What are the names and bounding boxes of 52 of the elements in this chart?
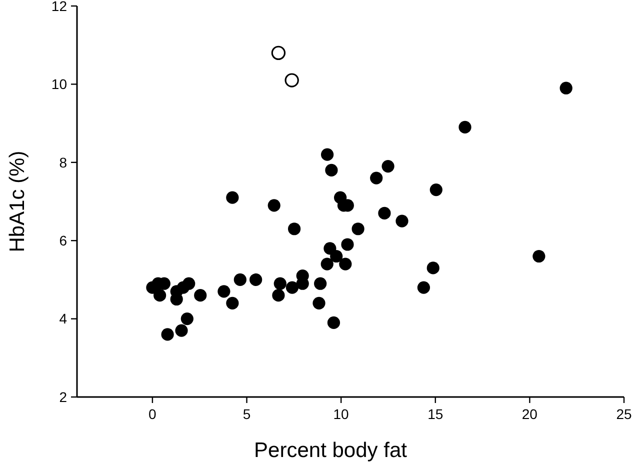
point — [218, 285, 230, 298]
point — [234, 273, 246, 286]
point — [268, 199, 280, 212]
point — [154, 289, 166, 302]
point — [314, 277, 327, 290]
point — [378, 206, 391, 220]
point — [288, 222, 301, 236]
point — [175, 324, 188, 337]
point — [272, 289, 285, 302]
x-tick-label: 20 — [522, 406, 538, 422]
x-tick-label: 5 — [242, 406, 251, 422]
point — [339, 258, 352, 270]
point — [321, 148, 334, 161]
x-axis-title: Percent body fat — [254, 439, 408, 462]
y-tick-label: 8 — [59, 154, 68, 170]
point — [341, 238, 354, 251]
x-tick-label: 0 — [148, 406, 157, 422]
point — [370, 172, 383, 184]
point — [271, 46, 286, 60]
point — [286, 281, 299, 294]
point — [226, 191, 239, 204]
point — [352, 222, 364, 236]
point — [180, 312, 194, 326]
y-tick-label: 4 — [59, 310, 68, 327]
x-tick-label: 10 — [333, 406, 350, 422]
point — [430, 183, 442, 196]
point — [161, 328, 174, 341]
point — [226, 296, 239, 310]
point — [194, 289, 207, 302]
point — [312, 296, 326, 310]
x-tick-label: 15 — [428, 406, 444, 422]
point — [284, 73, 299, 88]
point — [458, 120, 472, 134]
y-tick-label: 12 — [51, 0, 68, 14]
point — [330, 250, 343, 263]
point — [382, 160, 394, 173]
point — [320, 258, 334, 270]
x-tick-label: 25 — [616, 406, 632, 422]
y-tick-label: 2 — [59, 388, 68, 405]
point — [325, 164, 338, 177]
y-tick-label: 6 — [59, 232, 68, 248]
point — [250, 273, 262, 286]
point — [426, 262, 440, 274]
point — [396, 214, 408, 228]
point — [182, 277, 196, 290]
point — [560, 82, 572, 94]
point — [417, 281, 430, 294]
y-tick-label: 10 — [51, 76, 68, 92]
point — [532, 250, 546, 263]
point — [327, 316, 340, 329]
y-axis-title: HbA1c (%) — [6, 150, 29, 252]
point — [274, 277, 286, 290]
